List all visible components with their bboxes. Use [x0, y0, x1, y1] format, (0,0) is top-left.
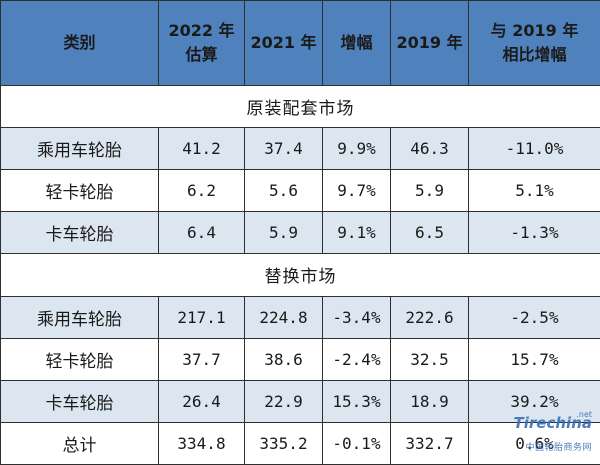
cell-2022: 217.1	[158, 295, 245, 339]
cell-2021: 38.6	[244, 337, 323, 381]
text-cursor-icon: I	[568, 50, 572, 64]
cell-2019: 46.3	[390, 127, 469, 171]
cell-growth: -3.4%	[322, 295, 391, 339]
cell-2019: 332.7	[390, 421, 469, 465]
header-2019: 2019 年	[390, 0, 469, 86]
cell-2022: 6.4	[158, 211, 245, 255]
cell-2021: 22.9	[244, 379, 323, 423]
cell-2022: 6.2	[158, 169, 245, 213]
table-row: 轻卡轮胎 37.7 38.6 -2.4% 32.5 15.7%	[0, 337, 600, 381]
header-2022-estimate: 2022 年 估算	[158, 0, 245, 86]
section-title: 替换市场	[0, 253, 600, 297]
table-row: 乘用车轮胎 41.2 37.4 9.9% 46.3 -11.0%	[0, 127, 600, 171]
section-row-replacement: 替换市场	[0, 253, 600, 297]
row-name: 乘用车轮胎	[0, 127, 159, 171]
table-row-total: 总计 334.8 335.2 -0.1% 332.7 0.6%	[0, 421, 600, 465]
cell-vs-2019: 39.2%	[468, 379, 600, 423]
header-2021: 2021 年	[244, 0, 323, 86]
cell-2021: 5.6	[244, 169, 323, 213]
row-name: 轻卡轮胎	[0, 169, 159, 213]
cell-vs-2019: 5.1%	[468, 169, 600, 213]
table-row: 卡车轮胎 6.4 5.9 9.1% 6.5 -1.3%	[0, 211, 600, 255]
cell-growth: 9.1%	[322, 211, 391, 255]
cell-2019: 6.5	[390, 211, 469, 255]
cell-2019: 222.6	[390, 295, 469, 339]
row-name: 轻卡轮胎	[0, 337, 159, 381]
section-row-oe: 原装配套市场	[0, 84, 600, 129]
cell-2019: 5.9	[390, 169, 469, 213]
cell-2022: 37.7	[158, 337, 245, 381]
cell-2021: 335.2	[244, 421, 323, 465]
section-title: 原装配套市场	[0, 84, 600, 129]
table-row: 轻卡轮胎 6.2 5.6 9.7% 5.9 5.1%	[0, 169, 600, 213]
cell-growth: 9.7%	[322, 169, 391, 213]
cell-2021: 5.9	[244, 211, 323, 255]
cell-vs-2019: -11.0%	[468, 127, 600, 171]
cell-growth: -2.4%	[322, 337, 391, 381]
table-row: 卡车轮胎 26.4 22.9 15.3% 18.9 39.2%	[0, 379, 600, 423]
cell-2019: 32.5	[390, 337, 469, 381]
cell-2021: 224.8	[244, 295, 323, 339]
cell-2019: 18.9	[390, 379, 469, 423]
cell-vs-2019: 0.6%	[468, 421, 600, 465]
cell-vs-2019: 15.7%	[468, 337, 600, 381]
cell-growth: 15.3%	[322, 379, 391, 423]
table-header-row: 类别 2022 年 估算 2021 年 增幅 2019 年 与 2019 年 相…	[0, 0, 600, 86]
cell-2022: 26.4	[158, 379, 245, 423]
header-vs-2019: 与 2019 年 相比增幅	[468, 0, 600, 86]
cell-2022: 41.2	[158, 127, 245, 171]
row-name: 卡车轮胎	[0, 211, 159, 255]
cell-growth: 9.9%	[322, 127, 391, 171]
cell-vs-2019: -2.5%	[468, 295, 600, 339]
header-category: 类别	[0, 0, 159, 86]
cell-vs-2019: -1.3%	[468, 211, 600, 255]
row-name: 卡车轮胎	[0, 379, 159, 423]
cell-growth: -0.1%	[322, 421, 391, 465]
row-name: 总计	[0, 421, 159, 465]
row-name: 乘用车轮胎	[0, 295, 159, 339]
table-row: 乘用车轮胎 217.1 224.8 -3.4% 222.6 -2.5%	[0, 295, 600, 339]
cell-2021: 37.4	[244, 127, 323, 171]
header-growth: 增幅	[322, 0, 391, 86]
cell-2022: 334.8	[158, 421, 245, 465]
